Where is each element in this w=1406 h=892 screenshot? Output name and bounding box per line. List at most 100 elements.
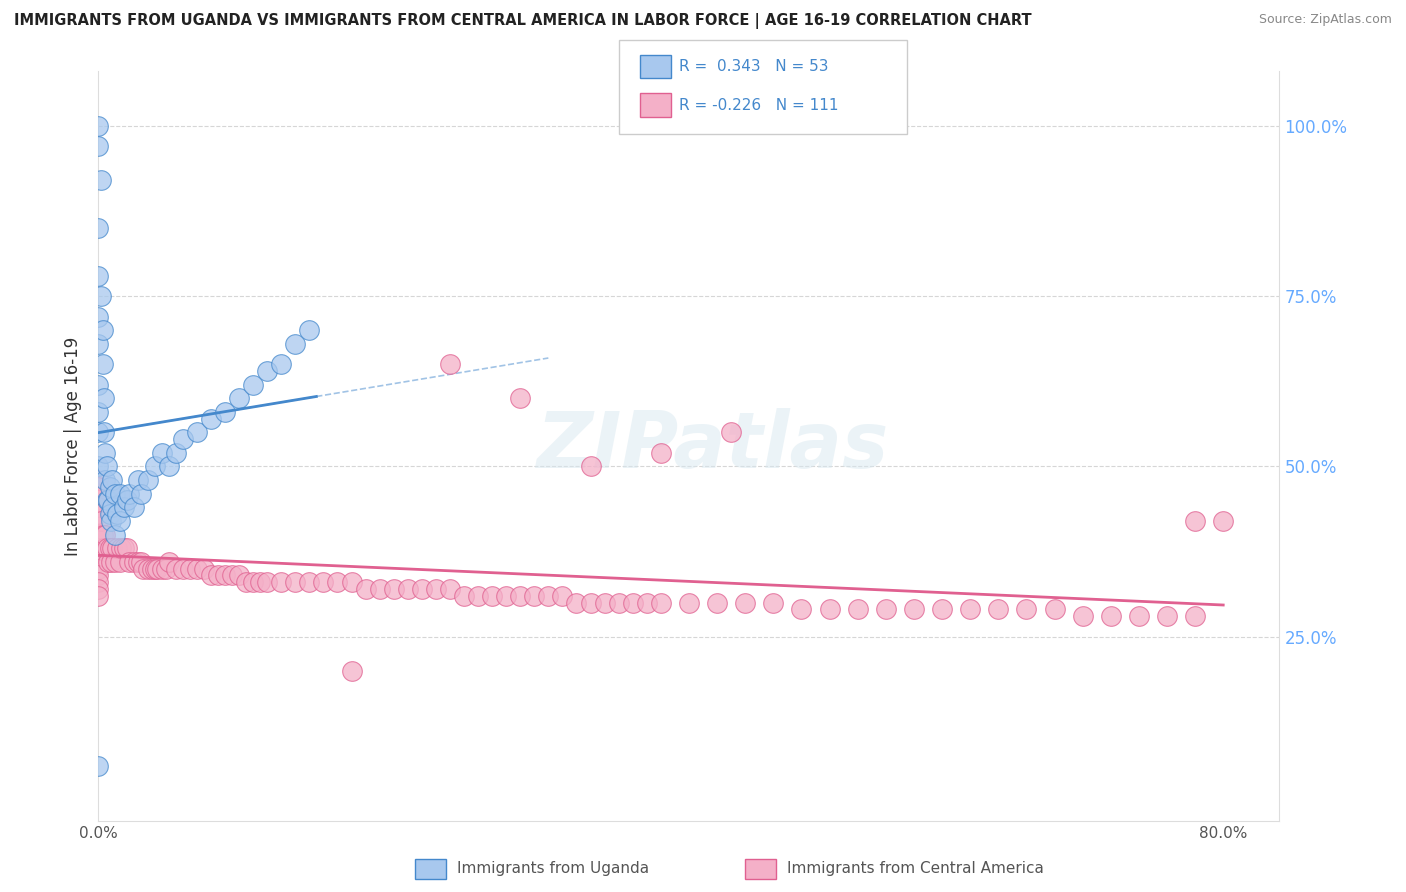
Point: [115, 493, 138, 508]
Point: [734, 596, 756, 610]
Point: [186, 561, 208, 575]
Point: [101, 473, 124, 487]
Point: [100, 555, 122, 569]
Point: [87, 486, 110, 500]
Point: [1184, 514, 1206, 528]
Point: [235, 575, 257, 590]
Point: [150, 446, 173, 460]
Point: [340, 664, 363, 678]
Point: [87, 425, 110, 440]
Point: [165, 446, 187, 460]
Point: [509, 589, 531, 603]
Point: [509, 392, 531, 406]
Point: [256, 575, 278, 590]
Point: [118, 486, 141, 500]
Point: [87, 514, 110, 528]
Point: [706, 596, 728, 610]
Point: [186, 425, 208, 440]
Point: [228, 392, 250, 406]
Point: [439, 357, 461, 371]
Point: [98, 507, 121, 521]
Point: [1071, 609, 1094, 624]
Point: [242, 575, 264, 590]
Point: [87, 405, 110, 419]
Point: [91, 323, 114, 337]
Point: [104, 527, 127, 541]
Point: [368, 582, 391, 596]
Point: [146, 561, 169, 575]
Point: [931, 602, 953, 616]
Point: [1128, 609, 1150, 624]
Point: [1184, 609, 1206, 624]
Point: [396, 582, 419, 596]
Point: [132, 561, 155, 575]
Point: [87, 268, 110, 283]
Point: [214, 568, 236, 582]
Point: [165, 561, 187, 575]
Point: [298, 323, 321, 337]
Point: [221, 568, 243, 582]
Point: [87, 582, 110, 596]
Point: [87, 139, 110, 153]
Point: [91, 357, 114, 371]
Point: [650, 596, 672, 610]
Text: Immigrants from Uganda: Immigrants from Uganda: [457, 862, 650, 876]
Point: [98, 480, 121, 494]
Point: [439, 582, 461, 596]
Point: [87, 541, 110, 556]
Point: [607, 596, 630, 610]
Point: [621, 596, 644, 610]
Point: [122, 500, 145, 515]
Point: [481, 589, 503, 603]
Point: [87, 310, 110, 324]
Point: [818, 602, 841, 616]
Point: [110, 541, 132, 556]
Point: [636, 596, 658, 610]
Point: [790, 602, 813, 616]
Point: [326, 575, 349, 590]
Point: [579, 459, 602, 474]
Point: [143, 459, 166, 474]
Point: [150, 561, 173, 575]
Point: [242, 377, 264, 392]
Point: [523, 589, 546, 603]
Point: [118, 555, 141, 569]
Point: [551, 589, 574, 603]
Point: [108, 555, 131, 569]
Point: [87, 336, 110, 351]
Point: [593, 596, 616, 610]
Point: [87, 589, 110, 603]
Point: [155, 561, 177, 575]
Point: [678, 596, 700, 610]
Point: [100, 514, 122, 528]
Point: [579, 596, 602, 610]
Point: [987, 602, 1010, 616]
Text: R =  0.343   N = 53: R = 0.343 N = 53: [679, 60, 828, 74]
Point: [112, 500, 135, 515]
Point: [127, 473, 149, 487]
Point: [108, 486, 131, 500]
Point: [104, 486, 127, 500]
Point: [179, 561, 201, 575]
Point: [136, 473, 159, 487]
Point: [94, 446, 117, 460]
Point: [762, 596, 785, 610]
Point: [193, 561, 215, 575]
Point: [87, 377, 110, 392]
Point: [97, 493, 120, 508]
Point: [228, 568, 250, 582]
Point: [98, 541, 121, 556]
Text: R = -0.226   N = 111: R = -0.226 N = 111: [679, 97, 838, 112]
Text: ZIPatlas: ZIPatlas: [537, 408, 889, 484]
Point: [87, 221, 110, 235]
Point: [87, 527, 110, 541]
Point: [101, 500, 124, 515]
Point: [90, 514, 112, 528]
Point: [354, 582, 377, 596]
Point: [537, 589, 560, 603]
Point: [93, 425, 115, 440]
Point: [93, 541, 115, 556]
Point: [122, 555, 145, 569]
Point: [453, 589, 475, 603]
Point: [115, 541, 138, 556]
